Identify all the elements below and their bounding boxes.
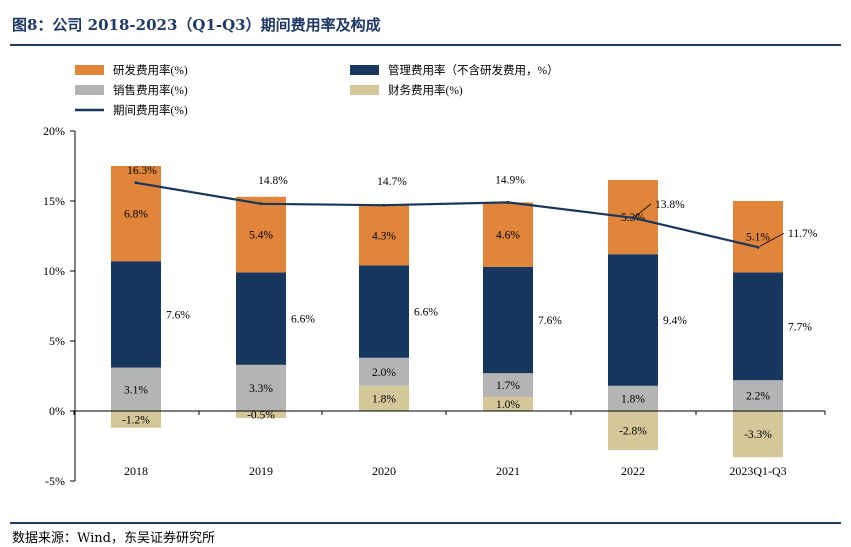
bar-label-3-3: 4.6% bbox=[496, 230, 520, 242]
bar-3-2 bbox=[359, 205, 409, 266]
bar-label-0-2: 1.8% bbox=[372, 393, 396, 405]
bar-0-4 bbox=[608, 411, 658, 451]
x-tick-label-5: 2023Q1-Q3 bbox=[729, 464, 786, 478]
legend-label-0: 研发费用率(%) bbox=[113, 63, 188, 77]
bar-1-3 bbox=[483, 373, 533, 397]
line-label-4: 13.8% bbox=[655, 199, 685, 211]
bar-2-0 bbox=[111, 261, 161, 368]
line-point-1 bbox=[259, 202, 263, 206]
line-label-3: 14.9% bbox=[495, 174, 525, 186]
legend-swatch-0 bbox=[75, 65, 104, 75]
bar-0-5 bbox=[733, 411, 783, 458]
bar-label-0-4: -2.8% bbox=[619, 426, 647, 438]
bar-1-4 bbox=[608, 385, 658, 411]
x-tick-label-3: 2021 bbox=[496, 464, 520, 478]
bar-label-2-0: 7.6% bbox=[166, 309, 190, 321]
y-tick-label-2: 5% bbox=[49, 334, 65, 348]
legend-label-2: 销售费用率(%) bbox=[113, 83, 188, 97]
line-label-0: 16.3% bbox=[127, 165, 157, 177]
y-tick-label-0: -5% bbox=[45, 474, 65, 488]
line-leader-4 bbox=[634, 203, 652, 218]
bar-label-3-1: 5.4% bbox=[249, 230, 273, 242]
line-label-5: 11.7% bbox=[788, 228, 818, 240]
legend-label-1: 管理费用率（不含研发费用，%） bbox=[388, 63, 559, 77]
bar-label-2-4: 9.4% bbox=[663, 315, 687, 327]
source-rule bbox=[10, 522, 841, 524]
figure-title: 图8：公司 2018-2023（Q1-Q3）期间费用率及构成 bbox=[12, 16, 381, 34]
x-tick-label-1: 2019 bbox=[249, 464, 273, 478]
bar-2-4 bbox=[608, 254, 658, 386]
source-note: 数据来源：Wind，东吴证券研究所 bbox=[12, 531, 215, 546]
bar-1-0 bbox=[111, 367, 161, 411]
bar-0-0 bbox=[111, 411, 161, 428]
bar-0-2 bbox=[359, 385, 409, 411]
bar-label-1-0: 3.1% bbox=[124, 384, 148, 396]
bar-0-1 bbox=[236, 411, 286, 418]
bar-label-0-5: -3.3% bbox=[744, 429, 772, 441]
bar-3-5 bbox=[733, 201, 783, 273]
bar-2-1 bbox=[236, 272, 286, 365]
y-tick-label-1: 0% bbox=[49, 404, 65, 418]
line-label-2: 14.7% bbox=[377, 176, 407, 188]
line-point-3 bbox=[506, 200, 510, 204]
title-rule bbox=[10, 44, 841, 46]
line-point-4 bbox=[631, 216, 635, 220]
bar-label-1-2: 2.0% bbox=[372, 367, 396, 379]
bar-label-2-1: 6.6% bbox=[291, 314, 315, 326]
line-leader-5 bbox=[759, 232, 785, 247]
legend-swatch-3 bbox=[350, 85, 379, 95]
bar-label-2-5: 7.7% bbox=[788, 321, 812, 333]
bar-1-2 bbox=[359, 357, 409, 386]
y-tick-label-5: 20% bbox=[43, 124, 65, 138]
bar-label-0-0: -1.2% bbox=[122, 414, 150, 426]
bar-3-1 bbox=[236, 196, 286, 273]
bar-1-5 bbox=[733, 380, 783, 411]
bar-label-1-1: 3.3% bbox=[249, 383, 273, 395]
bar-label-2-3: 7.6% bbox=[538, 315, 562, 327]
line-series-period-expense bbox=[135, 181, 759, 249]
bar-label-3-2: 4.3% bbox=[372, 230, 396, 242]
chart: 研发费用率(%) 管理费用率（不含研发费用，%） 销售费用率(%) 财务费用率(%) 期… bbox=[43, 63, 826, 488]
bar-label-3-0: 6.8% bbox=[124, 209, 148, 221]
bar-label-1-4: 1.8% bbox=[621, 393, 645, 405]
legend-swatch-2 bbox=[75, 85, 104, 95]
bar-label-0-3: 1.0% bbox=[496, 399, 520, 411]
legend-label-3: 财务费用率(%) bbox=[388, 83, 463, 97]
bar-label-1-5: 2.2% bbox=[746, 391, 770, 403]
y-tick-label-3: 10% bbox=[43, 264, 65, 278]
y-tick-label-4: 15% bbox=[43, 194, 65, 208]
bar-2-2 bbox=[359, 265, 409, 358]
bar-2-5 bbox=[733, 272, 783, 381]
line-point-5 bbox=[756, 245, 760, 249]
x-tick-label-0: 2018 bbox=[124, 464, 148, 478]
legend-swatch-1 bbox=[350, 65, 379, 75]
line-point-2 bbox=[382, 203, 386, 207]
bar-0-3 bbox=[483, 397, 533, 411]
line-point-0 bbox=[134, 181, 138, 185]
bar-1-1 bbox=[236, 364, 286, 411]
x-tick-label-4: 2022 bbox=[621, 464, 645, 478]
bar-2-3 bbox=[483, 266, 533, 374]
bar-label-3-5: 5.1% bbox=[746, 232, 770, 244]
bar-label-2-2: 6.6% bbox=[414, 307, 438, 319]
legend-label-4: 期间费用率(%) bbox=[113, 103, 188, 117]
bar-3-3 bbox=[483, 202, 533, 267]
bar-label-0-1: -0.5% bbox=[247, 410, 275, 422]
line-label-1: 14.8% bbox=[258, 175, 288, 187]
bar-label-1-3: 1.7% bbox=[496, 380, 520, 392]
x-tick-label-2: 2020 bbox=[372, 464, 396, 478]
